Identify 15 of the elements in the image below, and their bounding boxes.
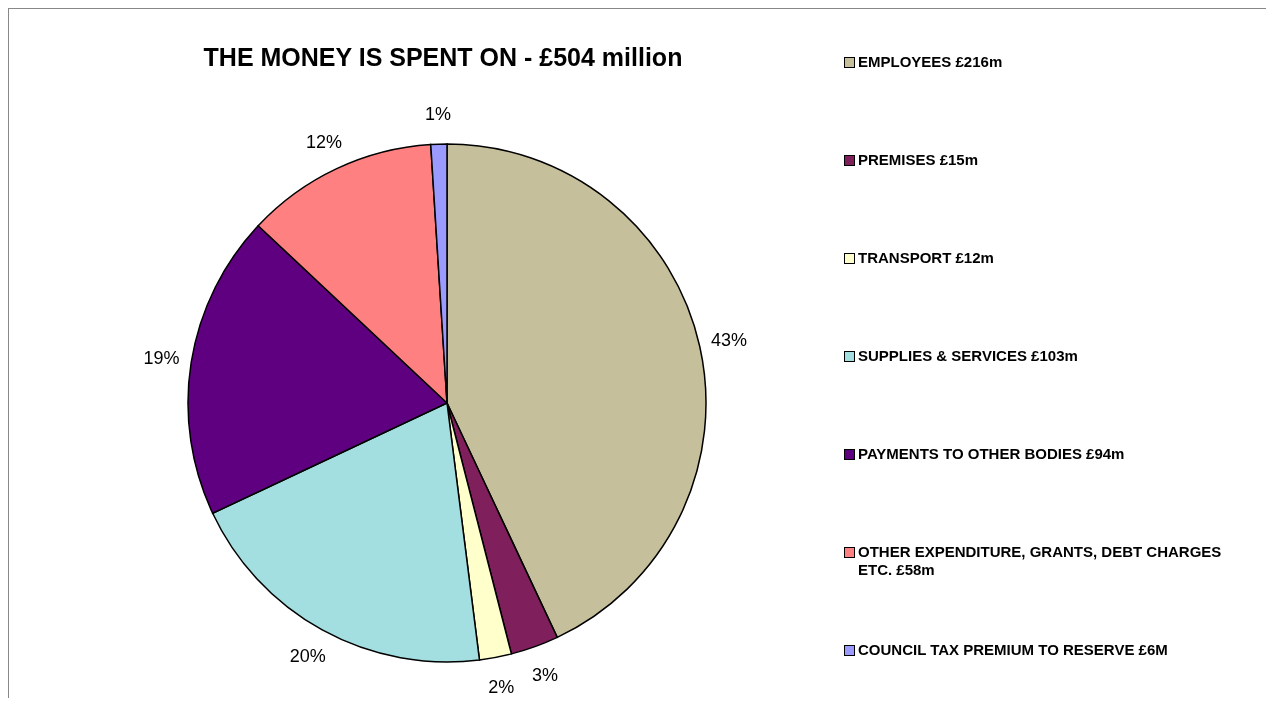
data-label: 12%	[305, 131, 342, 152]
chart-title: THE MONEY IS SPENT ON - £504 million	[203, 43, 683, 71]
data-label: 43%	[711, 329, 748, 350]
data-label: 20%	[289, 646, 326, 667]
data-label: 2%	[488, 676, 515, 697]
data-label: 19%	[143, 347, 180, 368]
legend-label: PREMISES £15m	[858, 151, 980, 169]
legend-label: SUPPLIES & SERVICES £103m	[858, 347, 1079, 365]
legend-label: OTHER EXPENDITURE, GRANTS, DEBT CHARGES ETC. £58m	[858, 543, 1223, 579]
data-label: 1%	[424, 104, 451, 125]
data-label: 3%	[531, 664, 558, 685]
legend-label: EMPLOYEES £216m	[858, 53, 1004, 71]
legend-label: COUNCIL TAX PREMIUM TO RESERVE £6M	[858, 641, 1169, 659]
legend-label: TRANSPORT £12m	[858, 249, 995, 267]
legend-label: PAYMENTS TO OTHER BODIES £94m	[858, 445, 1126, 463]
